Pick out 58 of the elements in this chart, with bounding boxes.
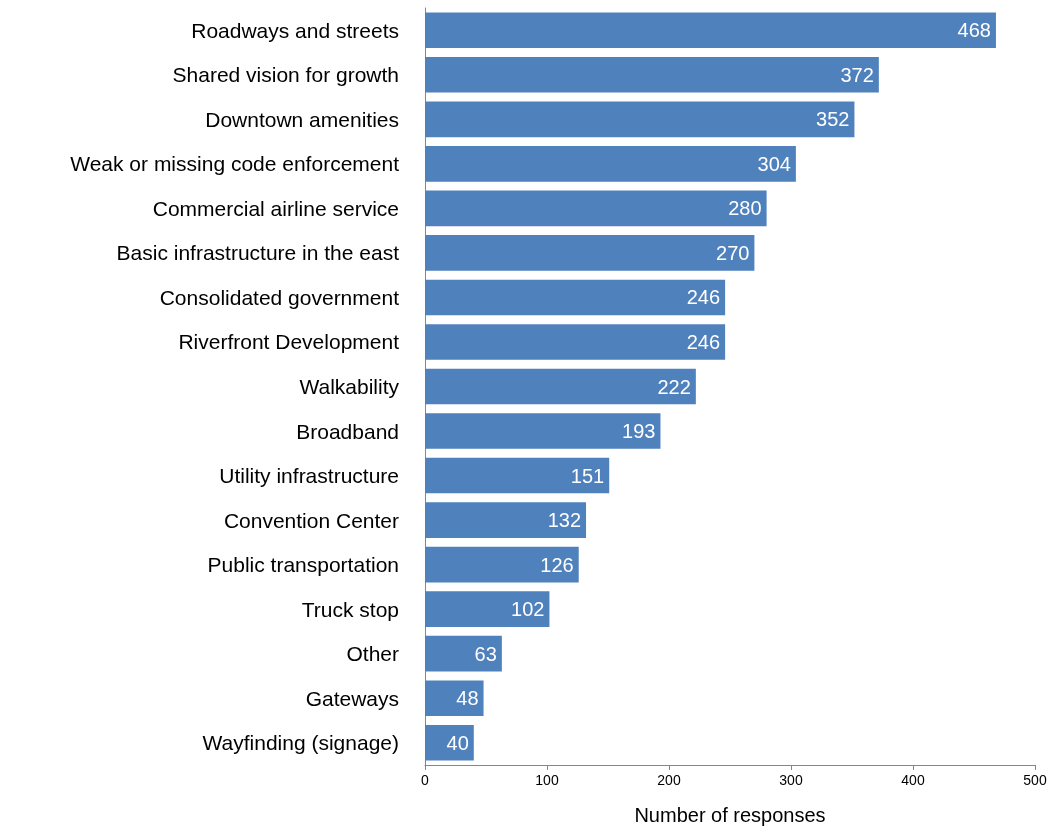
- bar: [425, 457, 610, 494]
- data-label: 270: [716, 241, 750, 264]
- y-tick-label: Shared vision for growth: [172, 63, 399, 87]
- bar: [425, 591, 550, 627]
- y-tick-label: Other: [346, 642, 399, 666]
- data-label: 40: [446, 731, 469, 754]
- bar: [425, 190, 767, 227]
- bar: [425, 279, 726, 316]
- data-label: 151: [570, 464, 605, 487]
- x-tick-label: 100: [535, 772, 559, 788]
- data-label: 352: [816, 108, 850, 131]
- x-axis-title: Number of responses: [634, 804, 826, 826]
- bar: [425, 12, 996, 49]
- y-tick-label: Wayfinding (signage): [202, 731, 399, 755]
- x-tick-label: 300: [779, 772, 803, 788]
- bar: [425, 413, 661, 449]
- x-tick-label: 400: [901, 772, 925, 788]
- bar: [425, 502, 587, 538]
- data-label: 222: [657, 375, 691, 398]
- bar: [425, 146, 796, 182]
- data-label: 468: [957, 19, 991, 42]
- bar: [425, 546, 579, 583]
- data-label: 246: [686, 286, 721, 309]
- bar: [425, 101, 855, 138]
- data-label: 193: [622, 420, 656, 443]
- data-label: 126: [540, 553, 574, 576]
- y-tick-label: Roadways and streets: [191, 18, 399, 42]
- data-label: 132: [547, 509, 582, 532]
- x-tick-label: 0: [421, 772, 430, 788]
- x-tick-label: 500: [1023, 772, 1047, 788]
- data-label: 48: [456, 687, 479, 710]
- data-label: 246: [686, 330, 721, 353]
- y-tick-label: Downtown amenities: [205, 107, 399, 131]
- bar: [425, 635, 502, 672]
- y-tick-label: Gateways: [305, 686, 399, 710]
- y-tick-label: Convention Center: [223, 508, 399, 532]
- bar: [425, 680, 484, 717]
- y-tick-label: Basic infrastructure in the east: [116, 241, 400, 265]
- bar: [425, 56, 879, 93]
- bar: [425, 724, 474, 761]
- data-label: 304: [757, 152, 791, 175]
- y-tick-label: Truck stop: [301, 597, 399, 621]
- y-tick-label: Weak or missing code enforcement: [70, 152, 400, 176]
- bar: [425, 368, 696, 405]
- x-tick-label: 200: [657, 772, 681, 788]
- y-tick-label: Public transportation: [207, 553, 399, 577]
- data-label: 63: [474, 642, 497, 665]
- data-label: 280: [728, 197, 762, 220]
- y-tick-label: Commercial airline service: [152, 196, 399, 220]
- data-label: 372: [840, 63, 874, 86]
- y-tick-label: Broadband: [296, 419, 399, 443]
- bar: [425, 235, 755, 271]
- y-tick-label: Utility infrastructure: [219, 464, 399, 488]
- y-tick-label: Riverfront Development: [178, 330, 400, 354]
- y-tick-label: Walkability: [299, 375, 400, 398]
- data-label: 102: [511, 598, 545, 621]
- bar: [425, 324, 726, 360]
- y-tick-label: Consolidated government: [159, 285, 400, 309]
